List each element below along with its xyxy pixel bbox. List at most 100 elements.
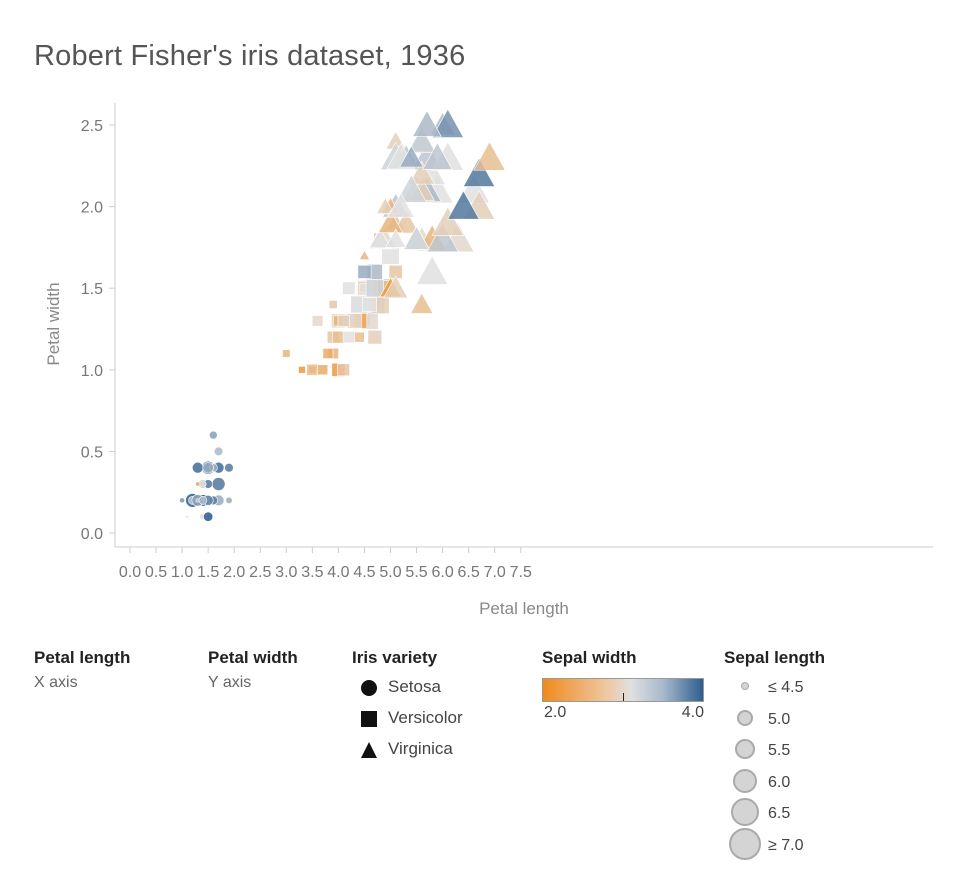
- point-virginica: [395, 174, 428, 203]
- axes: 0.0 0.5 1.0 1.5 2.0 2.5 3.0 3.5 4.0 4.5 5.0 5.5 6.0 6…: [81, 103, 933, 581]
- x-tick-label: 2.5: [249, 564, 271, 581]
- point-virginica: [412, 110, 442, 137]
- legend-variety: Iris variety Setosa Versicolor Virginica: [352, 648, 463, 767]
- size-item: ≥ 7.0: [724, 827, 825, 864]
- y-tick-label: 2.0: [81, 200, 103, 217]
- point-virginica: [431, 108, 465, 138]
- point-versicolor: [362, 297, 377, 312]
- point-virginica: [399, 145, 424, 168]
- x-tick-label: 7.0: [484, 564, 506, 581]
- x-tick-label: 5.0: [379, 564, 401, 581]
- point-versicolor: [298, 366, 306, 374]
- x-tick-label: 3.0: [275, 564, 297, 581]
- point-virginica: [387, 192, 415, 218]
- y-tick-label: 1.0: [81, 363, 103, 380]
- point-versicolor: [337, 363, 350, 377]
- triangle-icon: [361, 742, 377, 758]
- x-tick-label: 1.5: [197, 564, 219, 581]
- size-item: 5.0: [724, 706, 825, 738]
- point-virginica: [462, 157, 496, 187]
- point-setosa: [203, 511, 214, 522]
- point-virginica: [415, 255, 449, 285]
- point-versicolor: [332, 330, 345, 344]
- legend-sepal-width-head: Sepal width: [542, 648, 637, 667]
- legend-y-axis: Petal width Y axis: [208, 648, 298, 692]
- point-versicolor: [317, 364, 329, 376]
- x-tick-label: 4.0: [327, 564, 349, 581]
- x-tick-label: 5.5: [405, 564, 427, 581]
- point-virginica: [377, 210, 404, 233]
- legend-x-sub: X axis: [34, 674, 78, 691]
- size-label: ≥ 7.0: [768, 836, 804, 854]
- point-versicolor: [282, 349, 291, 358]
- point-setosa: [179, 497, 185, 504]
- point-versicolor: [337, 314, 350, 327]
- size-circle-icon: [733, 768, 757, 793]
- x-tick-label: 0.5: [145, 564, 167, 581]
- point-virginica: [473, 141, 506, 171]
- point-setosa: [225, 496, 233, 504]
- series-setosa: [179, 430, 234, 522]
- size-label: ≤ 4.5: [768, 679, 804, 696]
- point-versicolor: [322, 348, 334, 359]
- point-setosa: [213, 446, 224, 457]
- x-tick-label: 4.5: [353, 564, 375, 581]
- size-item: ≤ 4.5: [724, 674, 825, 706]
- y-tick-label: 2.5: [81, 118, 103, 135]
- point-setosa: [199, 480, 207, 488]
- point-setosa: [202, 461, 214, 474]
- size-label: 6.0: [768, 773, 791, 791]
- gradient-max-label: 4.0: [681, 704, 704, 721]
- point-setosa: [191, 461, 204, 474]
- point-setosa: [211, 477, 226, 491]
- x-tick-label: 1.0: [171, 564, 193, 581]
- x-tick-label: 6.0: [431, 564, 453, 581]
- size-item: 5.5: [724, 737, 825, 769]
- point-virginica: [431, 206, 465, 236]
- size-circle-icon: [741, 682, 749, 690]
- point-virginica: [376, 197, 395, 214]
- point-setosa: [185, 514, 190, 519]
- point-versicolor: [367, 329, 383, 345]
- size-circle-icon: [729, 827, 761, 860]
- point-virginica: [407, 126, 437, 154]
- point-versicolor: [365, 279, 384, 298]
- point-setosa: [224, 463, 234, 473]
- color-gradient-bar: [542, 678, 704, 702]
- x-axis-label: Petal length: [479, 599, 569, 618]
- legend-y-sub: Y axis: [208, 674, 252, 691]
- size-item: 6.5: [724, 798, 825, 832]
- point-setosa: [209, 430, 218, 440]
- point-versicolor: [353, 331, 365, 343]
- size-circle-icon: [735, 739, 755, 759]
- point-versicolor: [342, 331, 355, 344]
- legend-y-head: Petal width: [208, 648, 298, 667]
- point-versicolor: [306, 363, 319, 376]
- y-axis-label: Petal width: [44, 282, 63, 365]
- x-tick-label: 0.0: [119, 564, 141, 581]
- legend-item-versicolor: Versicolor: [352, 705, 463, 736]
- x-tick-label: 2.0: [223, 564, 245, 581]
- point-setosa: [195, 481, 201, 487]
- legend-variety-head: Iris variety: [352, 648, 438, 667]
- point-versicolor: [342, 281, 356, 295]
- legend-label: Versicolor: [388, 708, 463, 727]
- legend-sepal-length: Sepal length ≤ 4.5 5.0 5.5 6.0 6.5 ≥ 7.0: [724, 648, 825, 863]
- point-virginica: [385, 228, 407, 248]
- series-versicolor: [282, 232, 403, 377]
- legend-item-virginica: Virginica: [352, 736, 453, 767]
- legend-x-head: Petal length: [34, 648, 131, 667]
- gradient-marker: [623, 693, 624, 701]
- y-tick-label: 0.0: [81, 526, 103, 543]
- circle-icon: [361, 680, 377, 696]
- point-virginica: [358, 249, 371, 260]
- legend-label: Setosa: [388, 677, 441, 696]
- size-circle-icon: [731, 798, 759, 826]
- y-tick-label: 1.5: [81, 281, 103, 298]
- legend-sepal-width: Sepal width 2.0 4.0: [542, 648, 704, 724]
- point-virginica: [382, 275, 409, 299]
- size-label: 6.5: [768, 805, 791, 822]
- scatter-plot: 0.0 0.5 1.0 1.5 2.0 2.5 3.0 3.5 4.0 4.5 5.0 5.5 6.0 6…: [44, 103, 933, 618]
- point-virginica: [410, 292, 434, 314]
- legend-item-setosa: Setosa: [352, 674, 441, 705]
